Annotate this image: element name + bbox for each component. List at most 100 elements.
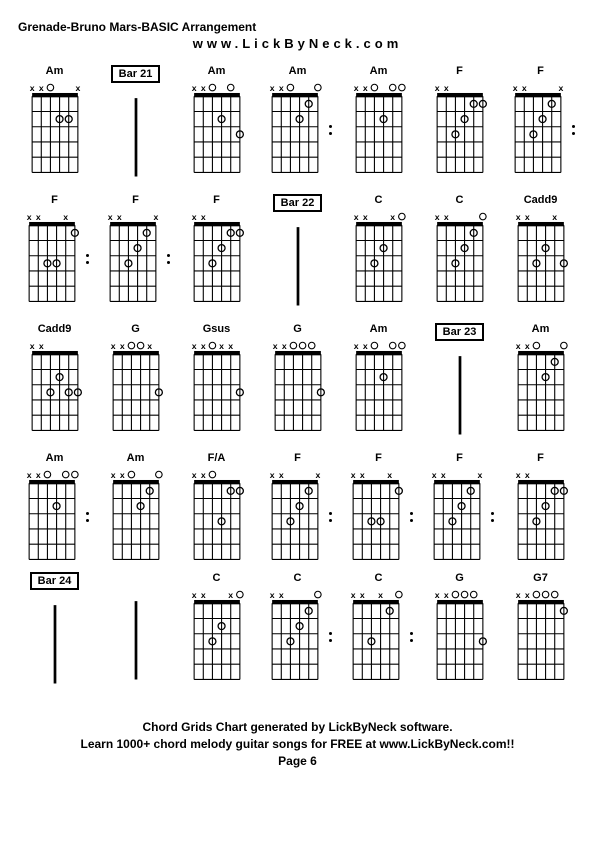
footer-line3: Page 6: [18, 753, 577, 770]
svg-text:x: x: [228, 341, 233, 351]
chord-label: F: [51, 194, 58, 208]
svg-text:x: x: [36, 470, 41, 480]
svg-text:x: x: [360, 590, 365, 600]
bar-label: Bar 21: [111, 65, 161, 83]
footer-line1: Chord Grids Chart generated by LickByNec…: [18, 719, 577, 736]
svg-text:x: x: [434, 590, 439, 600]
grid-cell: Cxx: [261, 572, 334, 695]
chord-label: Cadd9: [524, 194, 558, 208]
grid-cell: Amxx: [504, 323, 577, 446]
chord-diagram: xx: [509, 468, 573, 566]
repeat-dots-icon: [410, 632, 413, 642]
svg-text:x: x: [108, 212, 113, 222]
chord-diagram: xx: [185, 468, 249, 566]
svg-text:x: x: [434, 83, 439, 93]
chord-label: Am: [370, 323, 388, 337]
chord-label: Am: [532, 323, 550, 337]
svg-text:x: x: [353, 341, 358, 351]
grid-cell: Am xx: [18, 452, 91, 566]
chord-label: G7: [533, 572, 548, 586]
grid-cell: Cadd9xxx: [504, 194, 577, 317]
svg-text:x: x: [351, 590, 356, 600]
grid-cell: Amxx: [342, 323, 415, 446]
page-subtitle: www.LickByNeck.com: [18, 36, 577, 51]
chord-diagram: xx: [20, 468, 84, 566]
chord-label: F: [456, 65, 463, 79]
bar-line: [104, 85, 168, 183]
chord-diagram: xxxx: [185, 339, 249, 437]
svg-text:x: x: [443, 590, 448, 600]
repeat-dots-icon: [410, 512, 413, 522]
svg-text:x: x: [362, 83, 367, 93]
bar-line: [23, 592, 87, 690]
chord-label: C: [294, 572, 302, 586]
svg-text:x: x: [200, 590, 205, 600]
grid-cell: Fxx: [423, 65, 496, 188]
grid-cell: Gxxx: [99, 323, 172, 446]
chord-diagram: xxx: [344, 468, 408, 566]
repeat-dots-icon: [329, 125, 332, 135]
chord-label: F: [294, 452, 301, 466]
chord-label: Am: [46, 452, 64, 466]
svg-text:x: x: [27, 212, 32, 222]
chord-diagram: xx: [509, 588, 573, 686]
repeat-dots-icon: [572, 125, 575, 135]
chord-label: G: [131, 323, 140, 337]
chord-diagram: xxx: [263, 468, 327, 566]
chord-label: Am: [46, 65, 64, 79]
chord-diagram: xx: [266, 339, 330, 437]
chord-label: Cadd9: [38, 323, 72, 337]
grid-cell: Bar 21: [99, 65, 172, 188]
chord-label: Am: [208, 65, 226, 79]
grid-cell: Fxxx: [99, 194, 172, 317]
svg-text:x: x: [200, 83, 205, 93]
bar-label: Bar 24: [30, 572, 80, 590]
svg-text:x: x: [524, 341, 529, 351]
repeat-dots-icon: [491, 512, 494, 522]
bar-label: Bar 23: [435, 323, 485, 341]
chord-diagram: xx: [263, 588, 327, 686]
chord-label: C: [375, 572, 383, 586]
svg-text:x: x: [441, 470, 446, 480]
svg-text:x: x: [443, 83, 448, 93]
grid-cell: Amxx: [342, 65, 415, 188]
grid-cell: Fxx: [180, 194, 253, 317]
chord-label: G: [455, 572, 464, 586]
grid-cell: Bar 23: [423, 323, 496, 446]
svg-text:x: x: [117, 212, 122, 222]
svg-text:x: x: [191, 212, 196, 222]
grid-cell: Cxxx: [342, 572, 415, 695]
chord-diagram: xxx: [347, 210, 411, 308]
svg-text:x: x: [378, 590, 383, 600]
grid-cell: Fxxx: [18, 194, 91, 317]
grid-cell: Amxx: [261, 65, 334, 188]
svg-text:x: x: [75, 83, 80, 93]
svg-text:x: x: [524, 590, 529, 600]
svg-text:x: x: [524, 212, 529, 222]
svg-text:x: x: [191, 341, 196, 351]
svg-text:x: x: [110, 341, 115, 351]
page-title: Grenade-Bruno Mars-BASIC Arrangement: [18, 20, 577, 34]
grid-cell: Amxx: [99, 452, 172, 566]
svg-text:x: x: [390, 212, 395, 222]
svg-text:x: x: [353, 83, 358, 93]
chord-diagram: xxx: [104, 339, 168, 437]
grid-cell: F/Axx: [180, 452, 253, 566]
svg-text:x: x: [281, 341, 286, 351]
chord-label: F: [132, 194, 139, 208]
svg-text:x: x: [38, 341, 43, 351]
svg-text:x: x: [119, 341, 124, 351]
bar-line: [266, 214, 330, 312]
svg-text:x: x: [315, 470, 320, 480]
grid-cell: Fxxx: [504, 65, 577, 188]
grid-cell: Cxx: [423, 194, 496, 317]
svg-text:x: x: [270, 590, 275, 600]
chord-diagram: xx: [347, 81, 411, 179]
svg-text:x: x: [191, 590, 196, 600]
repeat-dots-icon: [329, 632, 332, 642]
chord-diagram: xx: [104, 468, 168, 566]
svg-text:x: x: [147, 341, 152, 351]
grid-cell: Amxxx: [18, 65, 91, 188]
svg-text:x: x: [228, 590, 233, 600]
chord-label: Gsus: [203, 323, 231, 337]
